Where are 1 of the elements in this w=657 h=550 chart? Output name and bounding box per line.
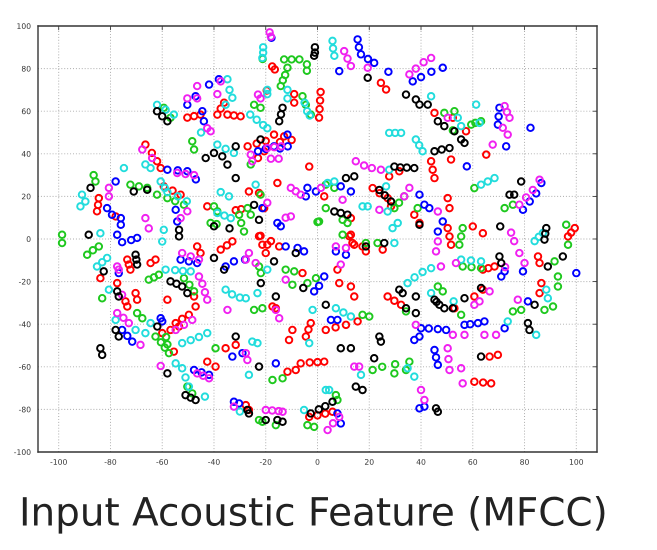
text: Input Acoustic Feature (MFCC) bbox=[22, 496, 604, 534]
